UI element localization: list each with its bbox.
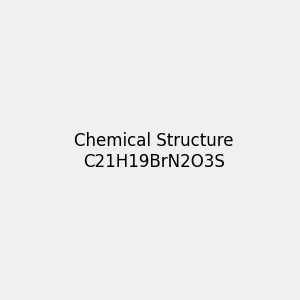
Text: Chemical Structure
C21H19BrN2O3S: Chemical Structure C21H19BrN2O3S: [74, 132, 233, 171]
